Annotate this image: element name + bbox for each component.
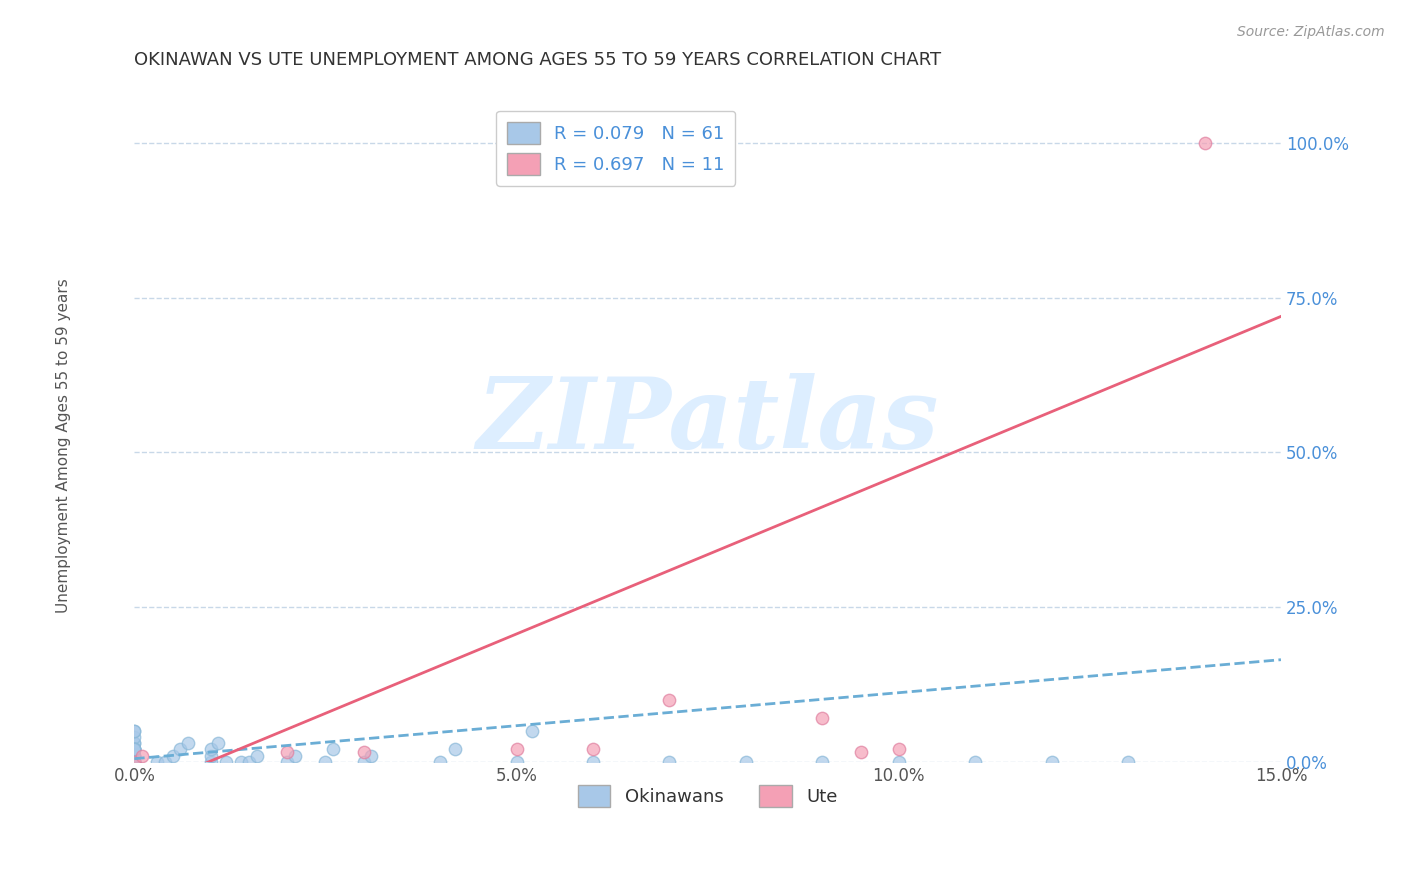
Point — [124, 742, 146, 756]
Point — [505, 742, 527, 756]
Point — [124, 755, 146, 769]
Point — [124, 742, 146, 756]
Point — [887, 742, 910, 756]
Point — [276, 755, 298, 769]
Point — [124, 755, 146, 769]
Point — [169, 742, 191, 756]
Point — [284, 748, 307, 763]
Point — [582, 742, 605, 756]
Point — [124, 755, 146, 769]
Point — [124, 742, 146, 756]
Point — [124, 755, 146, 769]
Text: Source: ZipAtlas.com: Source: ZipAtlas.com — [1237, 25, 1385, 39]
Point — [124, 755, 146, 769]
Point — [124, 755, 146, 769]
Point — [162, 748, 184, 763]
Point — [124, 723, 146, 738]
Point — [505, 755, 527, 769]
Point — [124, 755, 146, 769]
Point — [1116, 755, 1139, 769]
Point — [246, 748, 269, 763]
Point — [124, 723, 146, 738]
Point — [200, 755, 222, 769]
Point — [146, 755, 169, 769]
Point — [177, 736, 200, 750]
Point — [124, 742, 146, 756]
Point — [887, 755, 910, 769]
Point — [124, 742, 146, 756]
Point — [658, 755, 681, 769]
Point — [322, 742, 344, 756]
Point — [124, 755, 146, 769]
Point — [124, 742, 146, 756]
Point — [153, 755, 176, 769]
Point — [429, 755, 451, 769]
Point — [124, 755, 146, 769]
Point — [353, 746, 375, 760]
Point — [811, 711, 834, 725]
Point — [849, 746, 872, 760]
Point — [131, 748, 153, 763]
Point — [734, 755, 756, 769]
Point — [124, 755, 146, 769]
Point — [353, 755, 375, 769]
Point — [124, 736, 146, 750]
Point — [124, 748, 146, 763]
Point — [124, 755, 146, 769]
Point — [124, 755, 146, 769]
Point — [520, 723, 543, 738]
Text: ZIPatlas: ZIPatlas — [477, 374, 939, 470]
Point — [124, 755, 146, 769]
Point — [1040, 755, 1063, 769]
Point — [811, 755, 834, 769]
Legend: Okinawans, Ute: Okinawans, Ute — [571, 778, 845, 814]
Point — [124, 736, 146, 750]
Point — [124, 755, 146, 769]
Point — [124, 748, 146, 763]
Point — [360, 748, 382, 763]
Point — [276, 746, 298, 760]
Point — [1194, 136, 1216, 151]
Point — [200, 748, 222, 763]
Point — [658, 693, 681, 707]
Point — [124, 755, 146, 769]
Point — [124, 730, 146, 744]
Point — [314, 755, 336, 769]
Point — [124, 755, 146, 769]
Point — [200, 742, 222, 756]
Point — [231, 755, 253, 769]
Point — [444, 742, 467, 756]
Point — [207, 736, 229, 750]
Point — [124, 748, 146, 763]
Point — [124, 755, 146, 769]
Point — [215, 755, 238, 769]
Text: OKINAWAN VS UTE UNEMPLOYMENT AMONG AGES 55 TO 59 YEARS CORRELATION CHART: OKINAWAN VS UTE UNEMPLOYMENT AMONG AGES … — [135, 51, 942, 69]
Point — [582, 755, 605, 769]
Text: Unemployment Among Ages 55 to 59 years: Unemployment Among Ages 55 to 59 years — [56, 278, 70, 614]
Point — [965, 755, 987, 769]
Point — [238, 755, 260, 769]
